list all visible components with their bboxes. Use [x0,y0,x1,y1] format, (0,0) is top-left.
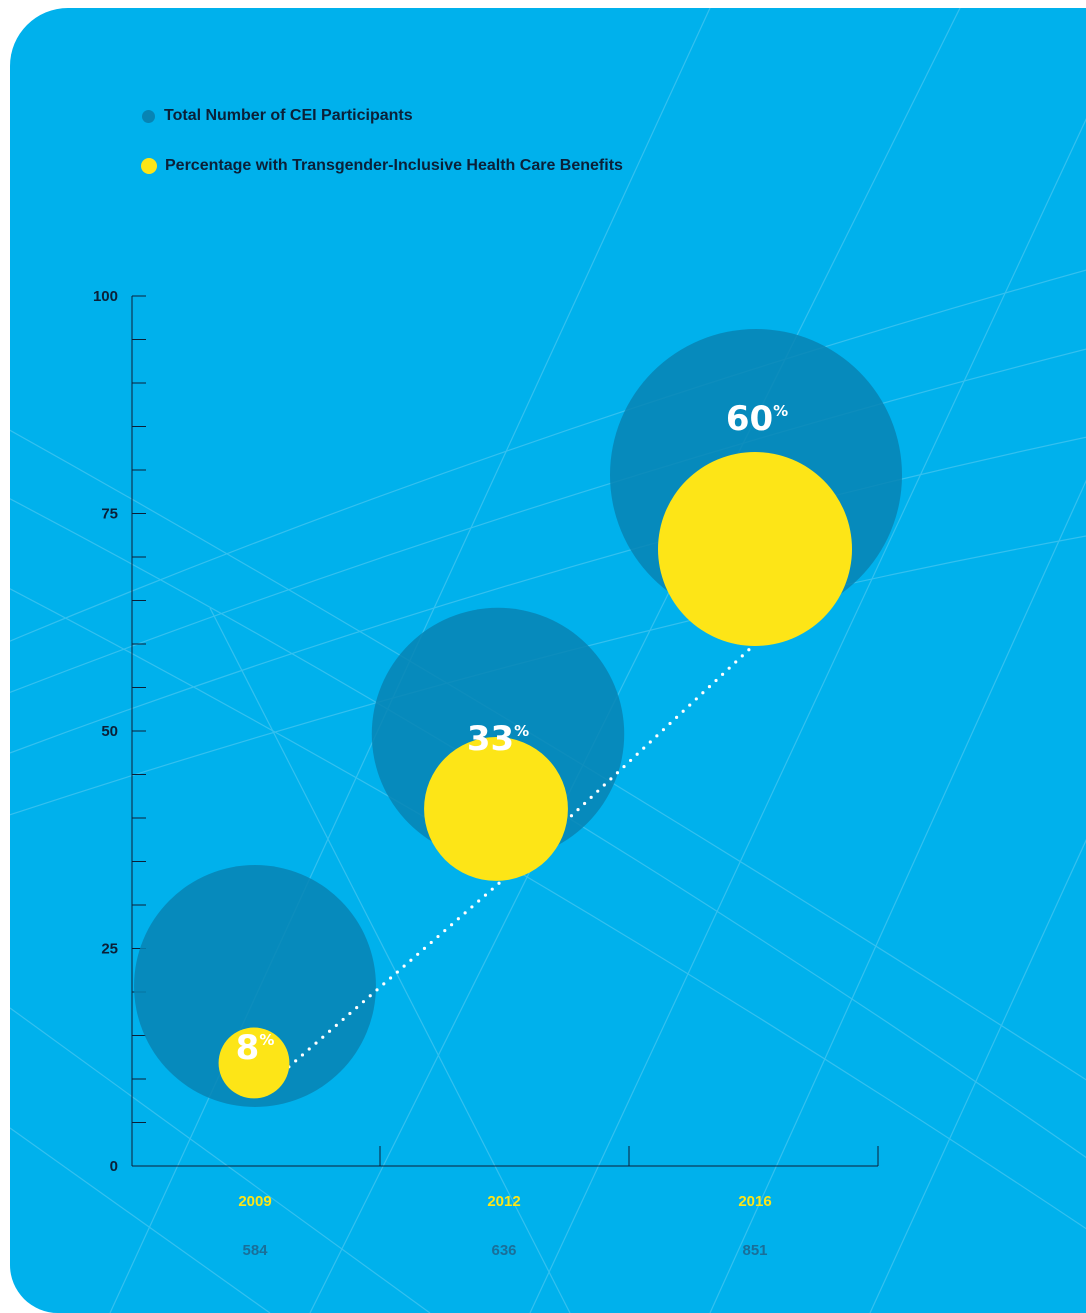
legend-label-percentage: Percentage with Transgender-Inclusive He… [165,157,623,174]
y-tick-label: 0 [110,1158,118,1175]
y-tick-label: 100 [93,288,118,305]
percentage-value-label: 8% [236,1028,275,1068]
legend: Total Number of CEI Participants Percent… [141,105,623,205]
legend-label-total: Total Number of CEI Participants [164,107,413,124]
percentage-bubble [424,737,568,881]
percentage-value-label: 33% [467,719,529,759]
y-tick-label: 50 [101,723,118,740]
total-participants-bubble [134,865,376,1107]
percentage-bubble [218,1027,290,1099]
year-label: 2009 [238,1193,271,1210]
percentage-value-label: 60% [726,399,788,439]
legend-item-total: Total Number of CEI Participants [142,105,623,127]
y-tick-label: 25 [101,941,118,958]
participant-count-label: 636 [491,1242,516,1259]
legend-item-percentage: Percentage with Transgender-Inclusive He… [141,155,623,177]
percentage-bubble [658,452,852,646]
participant-count-label: 584 [242,1242,268,1259]
legend-dot-icon [141,158,157,174]
year-label: 2016 [738,1193,771,1210]
participant-count-label: 851 [742,1242,767,1259]
legend-dot-icon [142,109,155,123]
year-label: 2012 [487,1193,520,1210]
y-tick-label: 75 [101,506,118,523]
